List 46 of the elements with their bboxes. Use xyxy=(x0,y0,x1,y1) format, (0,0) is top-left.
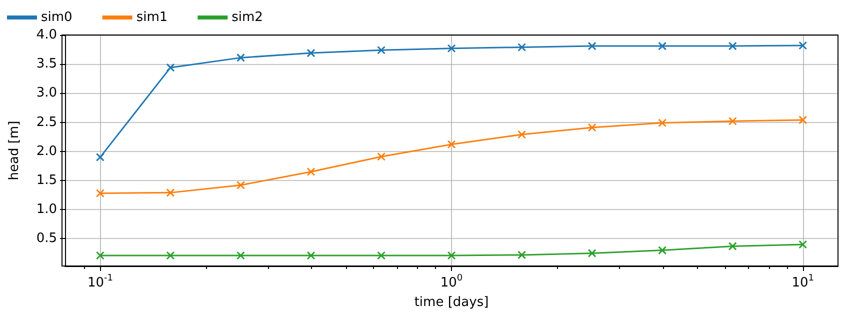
point xyxy=(658,42,667,50)
point xyxy=(658,118,667,128)
y-tick-label: 0.5 xyxy=(36,231,57,246)
point xyxy=(377,152,386,161)
point xyxy=(236,180,245,190)
point xyxy=(447,251,456,260)
point xyxy=(728,42,737,50)
x-axis-title: time [days] xyxy=(414,295,489,310)
y-tick-label: 2.5 xyxy=(36,114,57,130)
point xyxy=(728,242,737,250)
point xyxy=(96,189,104,198)
point xyxy=(306,251,316,260)
y-tick-label: 2.0 xyxy=(36,144,57,159)
point xyxy=(377,46,386,54)
point xyxy=(166,251,175,260)
point xyxy=(96,152,104,162)
point xyxy=(518,130,526,139)
point xyxy=(166,63,175,72)
point xyxy=(306,48,316,58)
point xyxy=(588,123,596,132)
legend-label: sim2 xyxy=(232,10,263,25)
point xyxy=(798,41,808,50)
point xyxy=(588,248,596,258)
y-tick-label: 3.0 xyxy=(36,86,57,101)
y-tick-label: 3.5 xyxy=(36,56,57,72)
point xyxy=(236,53,245,62)
legend-label: sim1 xyxy=(136,10,168,25)
point xyxy=(447,44,456,53)
point xyxy=(518,250,526,260)
point xyxy=(96,251,104,260)
point xyxy=(798,116,808,124)
point xyxy=(236,251,245,260)
point xyxy=(588,42,596,50)
point xyxy=(166,188,175,197)
point xyxy=(798,240,808,249)
legend-label: sim0 xyxy=(41,10,72,25)
point xyxy=(518,42,526,52)
y-tick-label: 1.0 xyxy=(36,202,57,218)
point xyxy=(306,167,316,176)
point xyxy=(728,116,737,126)
point xyxy=(447,140,456,149)
y-tick-label: 4.0 xyxy=(36,28,57,42)
point xyxy=(658,246,667,255)
y-tick-label: 1.5 xyxy=(36,172,57,188)
y-axis-title: head [m] xyxy=(7,120,22,180)
point xyxy=(377,251,386,260)
